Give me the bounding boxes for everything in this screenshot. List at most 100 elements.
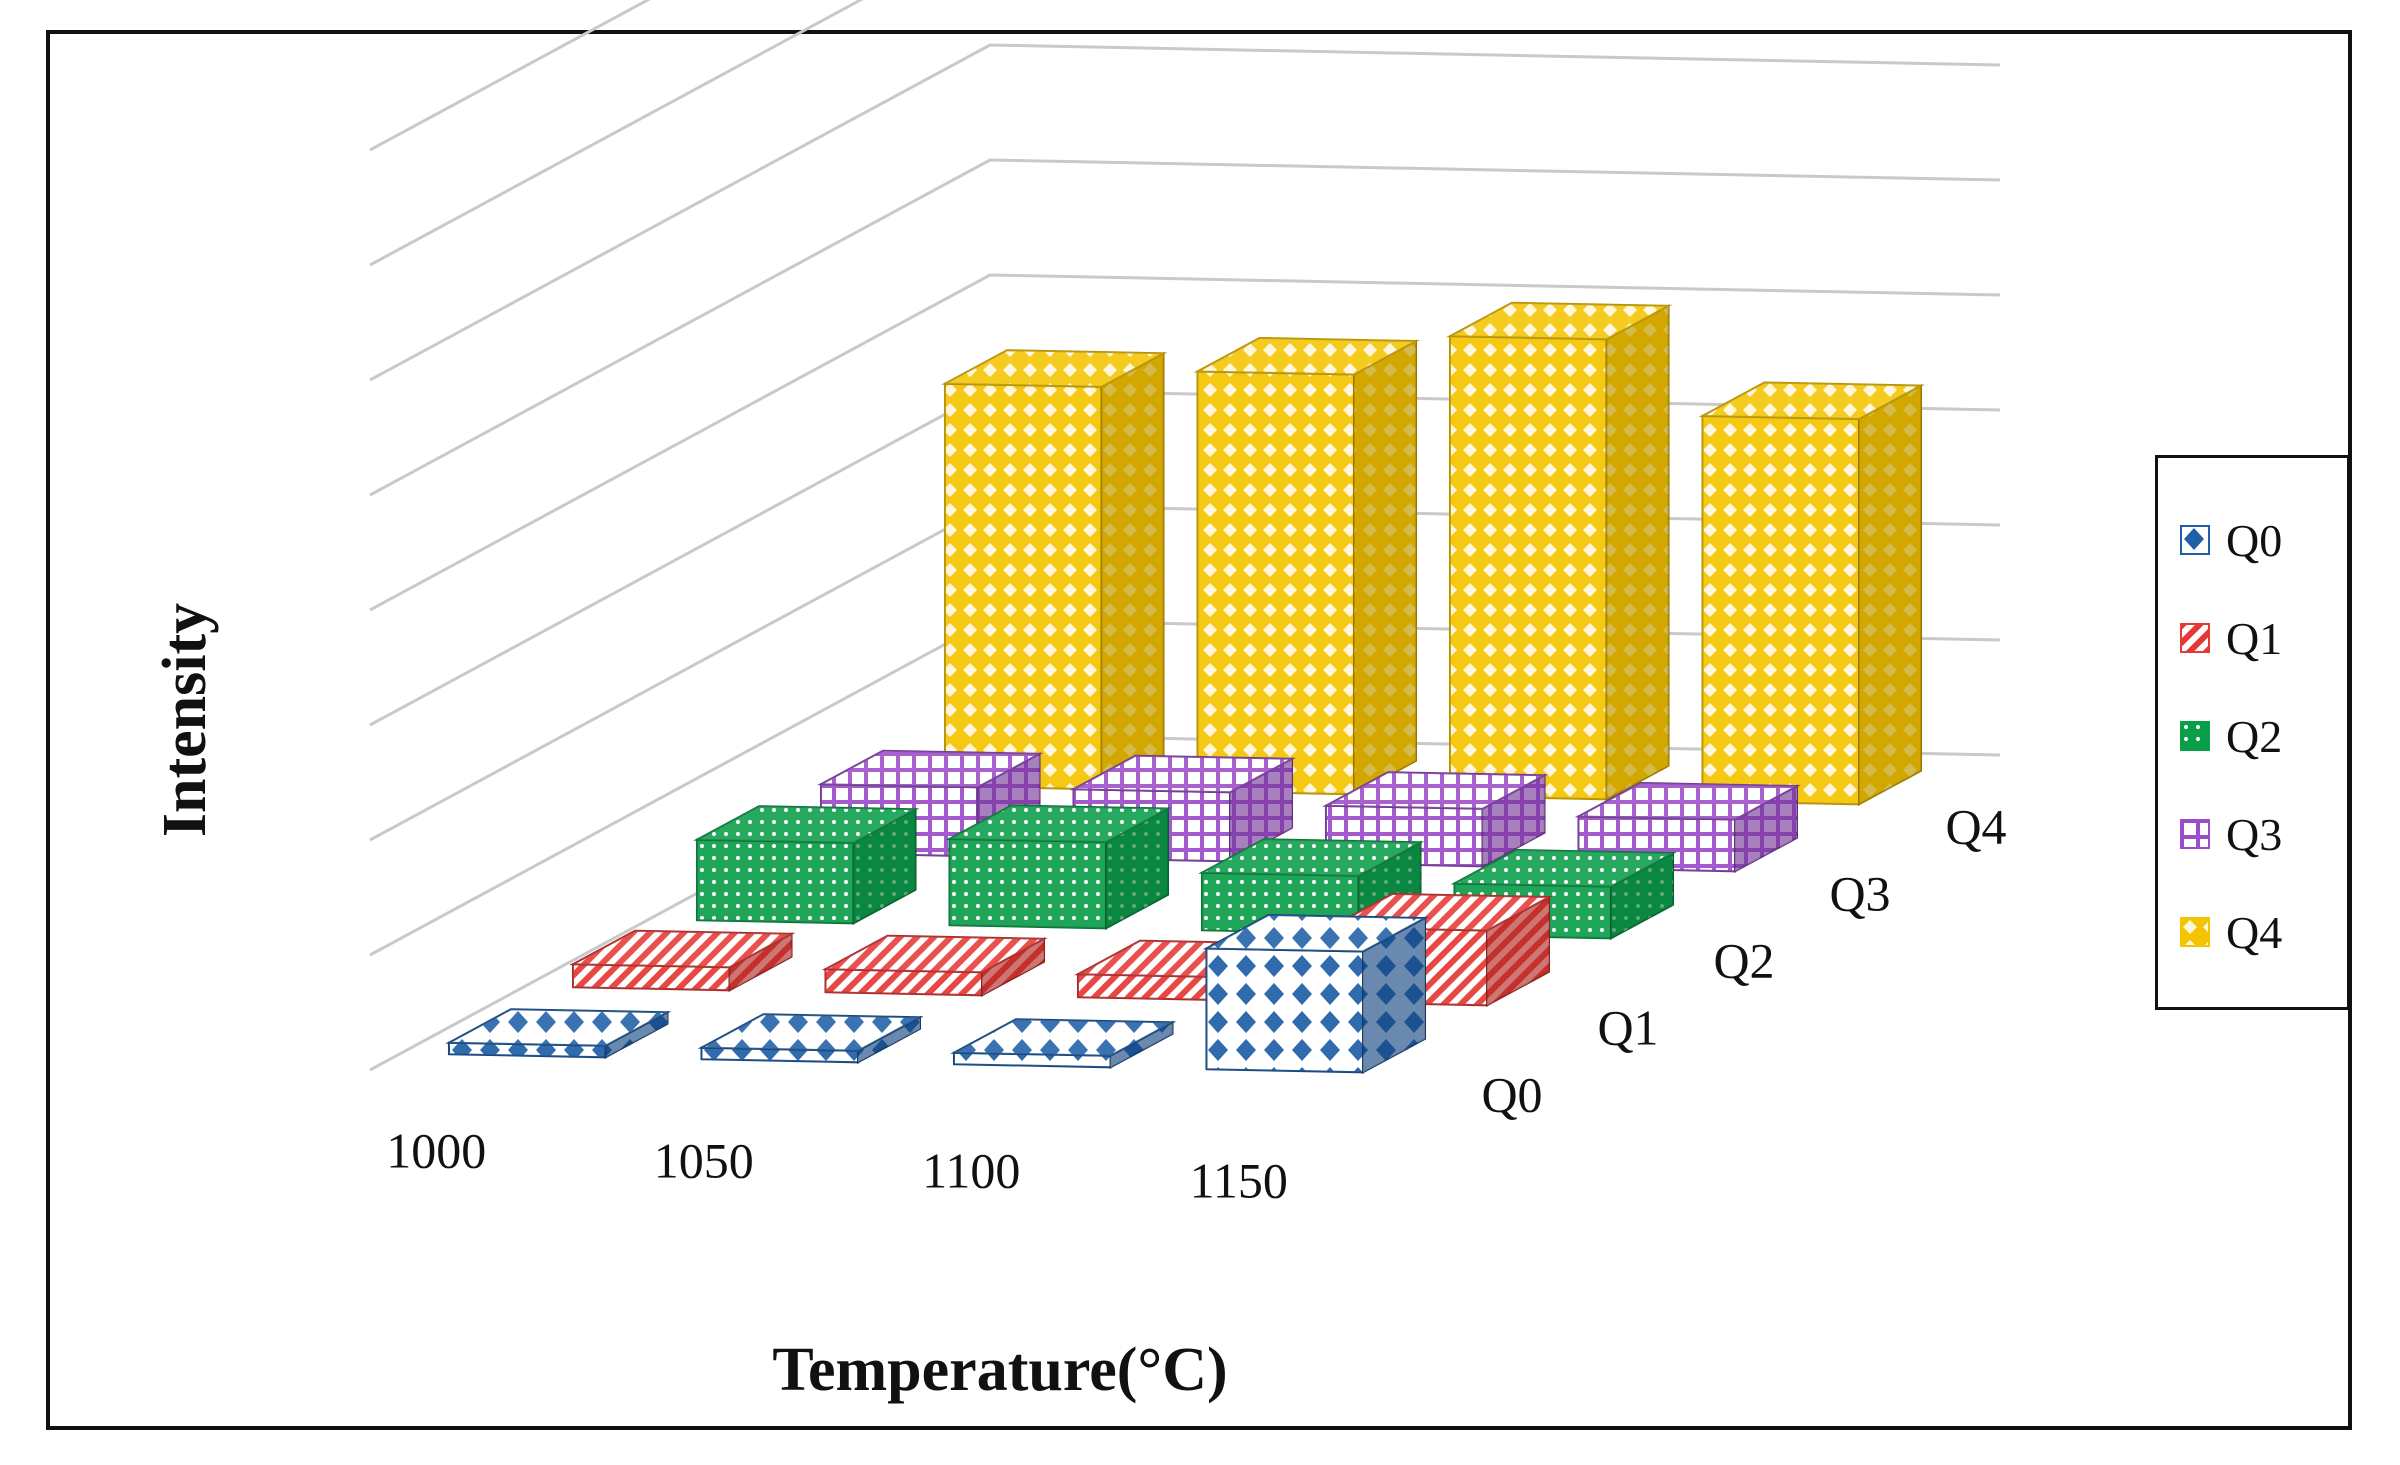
bar-side-pattern: [1482, 775, 1545, 867]
x-axis-title: Temperature(°C): [772, 1336, 1227, 1404]
bar-side-pattern: [1735, 786, 1798, 872]
bar-top-shade: [448, 1009, 668, 1046]
bar-top-shade: [944, 350, 1164, 387]
bar-top-face: [1322, 771, 1549, 810]
legend-label: Q0: [2226, 514, 2283, 566]
x-tick-label: 1000: [386, 1123, 486, 1179]
x-tick-label: 1150: [1190, 1153, 1288, 1209]
depth-tick-label: Q1: [1597, 1000, 1658, 1056]
bar-top-shade: [1578, 782, 1798, 820]
bar-top-shade: [820, 750, 1040, 788]
legend-swatch: [2180, 525, 2210, 555]
bar-side-pattern: [1354, 341, 1417, 795]
legend-item-Q1: Q1: [2180, 608, 2282, 668]
bar-top-shade: [1197, 337, 1417, 375]
bar-side-pattern: [605, 1012, 668, 1058]
bar-top-face: [445, 1008, 672, 1047]
bar-Q0-1000: [445, 1008, 672, 1059]
bar-top-face: [693, 805, 920, 844]
bar-side-pattern: [982, 938, 1045, 996]
bar-front-shade: [572, 964, 730, 991]
bar-top-face: [1446, 301, 1673, 341]
bar-top-shade: [953, 1019, 1173, 1056]
bar-Q0-1100: [950, 1018, 1177, 1069]
bar-top-shade: [701, 1014, 921, 1051]
labels: 1000 1050 1100 1150 Q0 Q1 Q2 Q3 Q4 Temperature(°C…: [151, 603, 2007, 1404]
bar-front-shade: [944, 383, 1102, 790]
legend-swatch: [2180, 721, 2210, 751]
bar-top-shade: [696, 806, 916, 843]
legend-item-Q0: Q0: [2180, 510, 2282, 570]
bar-Q2-1050: [945, 804, 1172, 930]
bar-Q1-1000: [569, 929, 796, 992]
legend-label: Q4: [2226, 906, 2283, 958]
bar-Q4-1150: [1698, 381, 1925, 806]
bar-front-shade: [1077, 974, 1235, 1001]
bar-top-shade: [1449, 302, 1669, 340]
x-tick-label: 1100: [922, 1143, 1020, 1199]
legend-swatch: [2180, 623, 2210, 653]
bar-top-face: [950, 1018, 1177, 1057]
legend-swatch: [2180, 917, 2210, 947]
bar-top-shade: [1454, 849, 1674, 887]
bar-top-face: [1069, 754, 1296, 794]
legend: Q0 Q1 Q2 Q3 Q4: [2155, 455, 2350, 1010]
bar-top-face: [1574, 781, 1801, 821]
bar-top-face: [697, 1013, 924, 1052]
bar-front-shade: [949, 838, 1107, 929]
bar-front-shade: [1449, 336, 1607, 800]
bar-top-shade: [825, 935, 1045, 973]
bar-side-pattern: [853, 809, 916, 924]
bar-top-face: [1193, 336, 1420, 376]
bar-top-shade: [1206, 914, 1426, 952]
legend-item-Q4: Q4: [2180, 902, 2282, 962]
bar-top-shade: [949, 805, 1169, 843]
bar-top-shade: [1073, 755, 1293, 793]
bar-top-shade: [1325, 772, 1545, 809]
gridline-8: [369, 0, 651, 152]
bars: [445, 301, 1925, 1074]
bar-top-face: [821, 934, 1048, 974]
bar-side-pattern: [1363, 918, 1426, 1073]
bar-Q4-1050: [1193, 336, 1420, 796]
bar-side-pattern: [858, 1017, 921, 1063]
bar-Q2-1000: [693, 805, 920, 925]
depth-tick-label: Q4: [1945, 799, 2006, 855]
depth-tick-label: Q2: [1713, 933, 1774, 989]
bar-front-shade: [448, 1042, 606, 1058]
bar-side-pattern: [1606, 305, 1669, 800]
bar-Q4-1000: [941, 349, 1168, 791]
legend-item-Q2: Q2: [2180, 706, 2282, 766]
gridline-6: [369, 43, 2001, 382]
legend-label: Q3: [2226, 808, 2283, 860]
bar-side-pattern: [1487, 897, 1550, 1006]
bar-top-face: [569, 929, 796, 969]
gridline-4: [369, 273, 2001, 612]
legend-swatch: [2180, 819, 2210, 849]
bar-side-pattern: [1106, 808, 1169, 929]
bar-side-pattern: [1611, 853, 1674, 939]
bar-side-pattern: [729, 933, 792, 991]
gridline-5: [369, 158, 2001, 497]
bar-front-shade: [696, 839, 854, 924]
bar-top-shade: [1201, 839, 1421, 876]
bar-Q0-1150: [1202, 913, 1429, 1074]
bar-Q0-1050: [697, 1013, 924, 1064]
bar-front-shade: [701, 1047, 859, 1063]
bar-front-shade: [953, 1052, 1111, 1068]
bar-top-shade: [572, 930, 792, 968]
gridline-7: [369, 0, 864, 267]
bar-front-shade: [1206, 948, 1364, 1073]
bar-side-pattern: [1110, 1022, 1173, 1068]
bar-top-face: [817, 749, 1044, 789]
bar-top-face: [1698, 381, 1925, 421]
depth-tick-label: Q0: [1481, 1067, 1542, 1123]
bar-top-shade: [1702, 382, 1922, 420]
legend-item-Q3: Q3: [2180, 804, 2282, 864]
bar-Q1-1050: [821, 934, 1048, 997]
bar-top-face: [941, 349, 1168, 388]
bar-front-shade: [1702, 415, 1860, 805]
bar-Q2-1150: [1450, 848, 1677, 940]
legend-label: Q1: [2226, 612, 2283, 664]
